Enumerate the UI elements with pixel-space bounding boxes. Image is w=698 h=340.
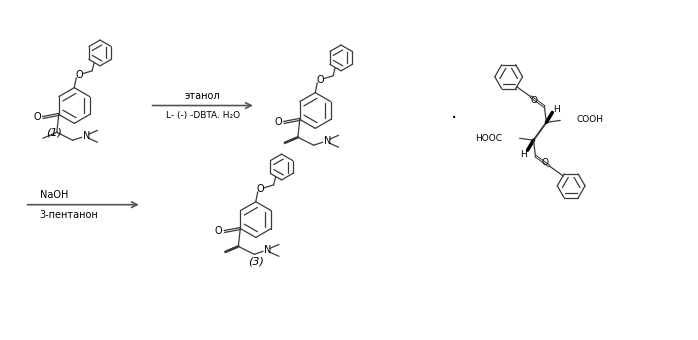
Text: O: O xyxy=(274,117,282,128)
Text: 3-пентанон: 3-пентанон xyxy=(40,210,98,220)
Text: H: H xyxy=(520,150,527,159)
Text: HOOC: HOOC xyxy=(475,134,502,143)
Text: (1): (1) xyxy=(47,127,62,137)
Text: O: O xyxy=(542,157,549,167)
Text: этанол: этанол xyxy=(185,91,221,101)
Text: O: O xyxy=(75,70,83,80)
Text: N: N xyxy=(324,136,332,146)
Text: COOH: COOH xyxy=(576,115,603,124)
Text: N: N xyxy=(83,131,90,141)
Text: O: O xyxy=(215,226,222,237)
Text: O: O xyxy=(531,96,538,105)
Text: H: H xyxy=(553,105,560,114)
Text: L- (-) -DBTA. H₂O: L- (-) -DBTA. H₂O xyxy=(165,111,240,120)
Text: .: . xyxy=(451,103,457,122)
Text: O: O xyxy=(34,113,40,122)
Text: O: O xyxy=(316,75,324,85)
Text: O: O xyxy=(257,184,265,194)
Text: NaOH: NaOH xyxy=(40,190,68,200)
Text: N: N xyxy=(265,245,272,255)
Text: (3): (3) xyxy=(248,256,264,266)
